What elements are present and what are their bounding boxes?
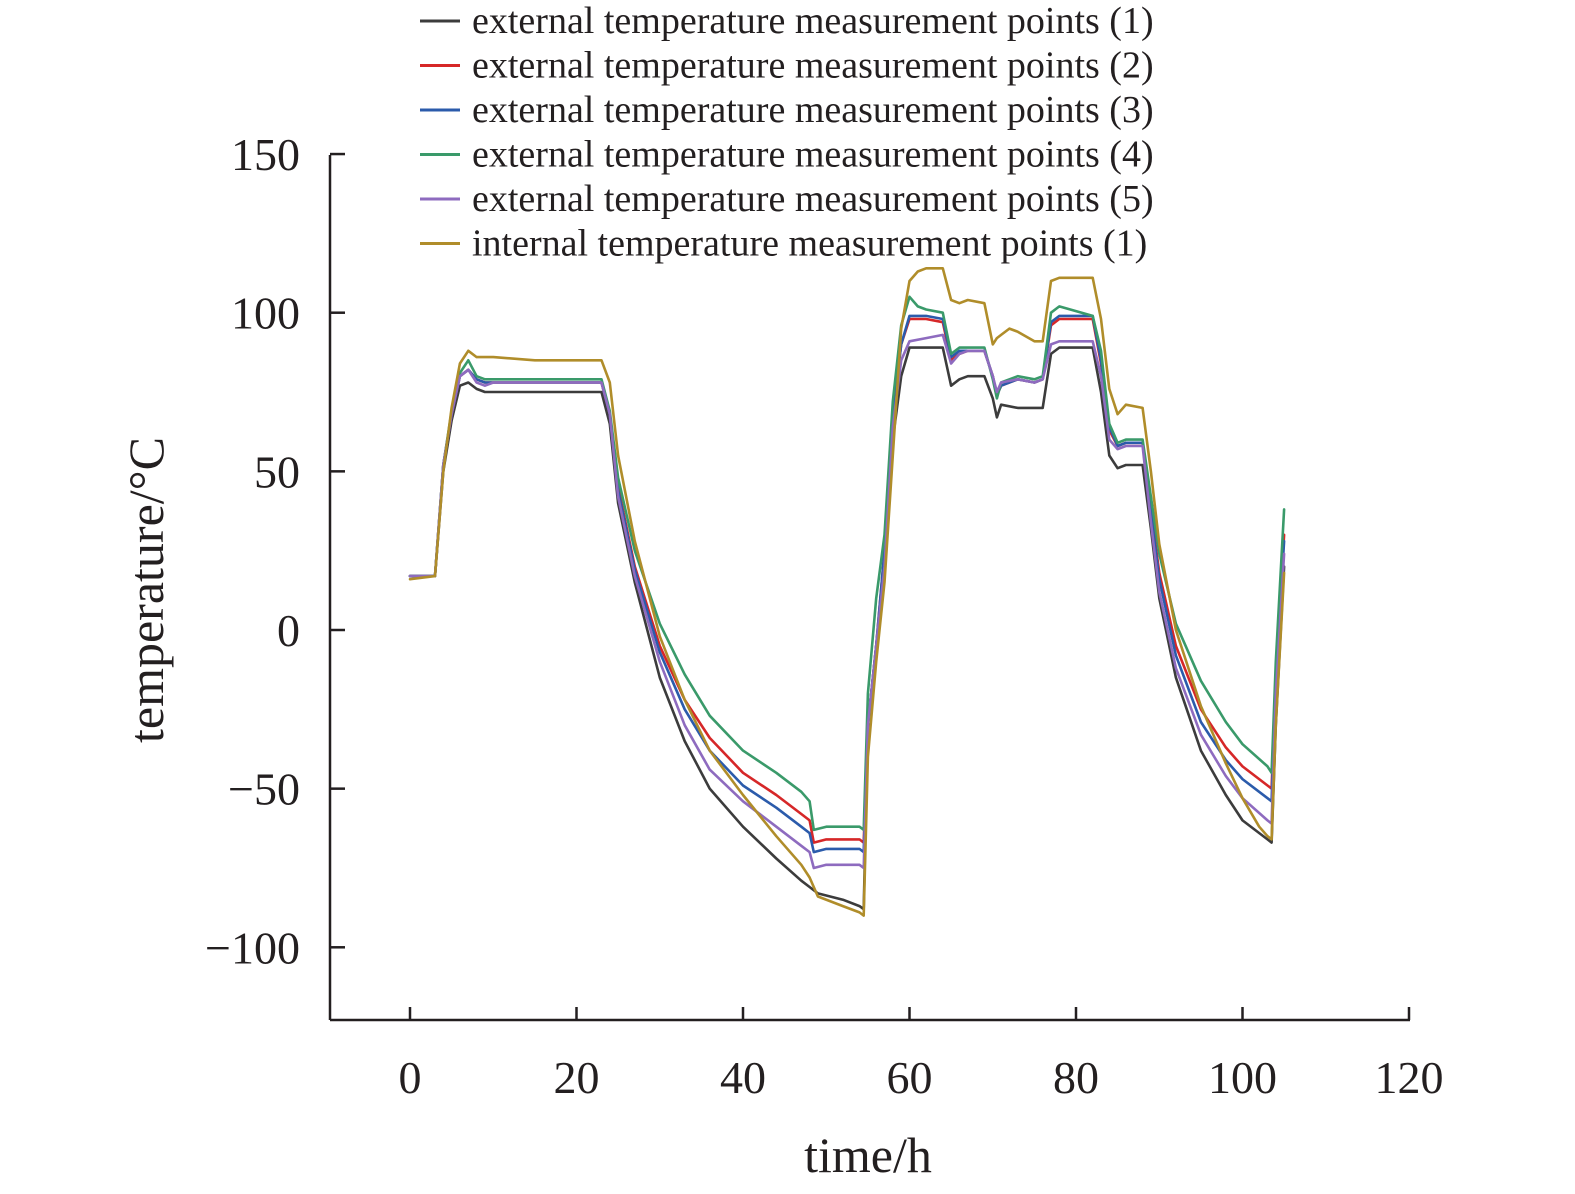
x-tick-label: 40 — [720, 1052, 766, 1103]
x-ticks: 0 20 40 60 80 100 120 — [399, 1007, 1444, 1103]
x-tick-label: 100 — [1208, 1052, 1277, 1103]
series-line-3 — [408, 314, 1286, 854]
y-tick-label: 0 — [277, 605, 300, 656]
x-tick-label: 80 — [1053, 1052, 1099, 1103]
series-line-5 — [408, 333, 1286, 870]
legend-label-1: external temperature measurement points … — [472, 0, 1154, 42]
y-tick-label: 150 — [231, 129, 300, 180]
y-ticks: −100 −50 0 50 100 150 — [205, 129, 345, 973]
y-tick-label: 100 — [231, 288, 300, 339]
legend-label-6: internal temperature measurement points … — [472, 223, 1147, 265]
x-tick-label: 120 — [1375, 1052, 1444, 1103]
x-tick-label: 0 — [399, 1052, 422, 1103]
plot-area — [408, 267, 1286, 917]
series-line-1 — [408, 346, 1286, 911]
series-line-6 — [408, 267, 1286, 917]
series-line-4 — [408, 295, 1286, 832]
legend-label-3: external temperature measurement points … — [472, 89, 1154, 131]
y-tick-label: 50 — [254, 446, 300, 497]
legend-label-5: external temperature measurement points … — [472, 178, 1154, 220]
legend-label-2: external temperature measurement points … — [472, 45, 1154, 87]
series-line-2 — [408, 317, 1286, 844]
axes — [328, 155, 1410, 1022]
y-axis-title: temperature/°C — [118, 437, 174, 743]
y-tick-label: −50 — [228, 764, 300, 815]
x-tick-label: 20 — [554, 1052, 600, 1103]
y-tick-label: −100 — [205, 922, 300, 973]
x-axis-title: time/h — [804, 1127, 932, 1183]
legend: external temperature measurement points … — [420, 0, 1154, 265]
x-tick-label: 60 — [887, 1052, 933, 1103]
legend-label-4: external temperature measurement points … — [472, 134, 1154, 176]
